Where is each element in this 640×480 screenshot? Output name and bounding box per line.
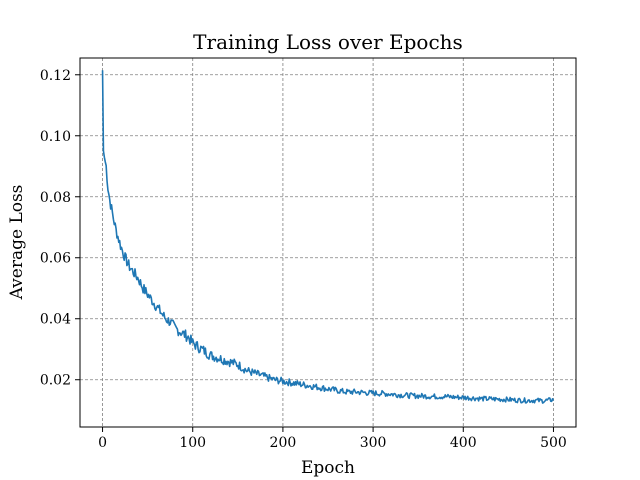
y-tick-label: 0.06 <box>40 251 71 267</box>
x-tick-label: 0 <box>98 435 107 451</box>
grid-layer <box>80 58 576 427</box>
x-tick-label: 200 <box>270 435 297 451</box>
x-tick-label: 100 <box>179 435 206 451</box>
y-tick-label: 0.12 <box>40 68 71 84</box>
x-tick-label: 400 <box>450 435 477 451</box>
training-loss-line <box>101 70 555 404</box>
y-tick-label: 0.02 <box>40 373 71 389</box>
tick-layer: 0 100 200 300 400 500 0.02 0.04 0.06 0.08 0.10 0.12 <box>40 68 567 451</box>
x-tick-label: 300 <box>360 435 387 451</box>
plot-frame <box>79 57 577 428</box>
y-axis-label: Average Loss <box>7 185 27 301</box>
y-tick-label: 0.10 <box>40 129 71 145</box>
chart-title: Training Loss over Epochs <box>193 30 463 54</box>
y-tick-label: 0.08 <box>40 190 71 206</box>
x-tick-label: 500 <box>540 435 567 451</box>
y-tick-label: 0.04 <box>40 312 71 328</box>
x-axis-label: Epoch <box>301 458 355 478</box>
